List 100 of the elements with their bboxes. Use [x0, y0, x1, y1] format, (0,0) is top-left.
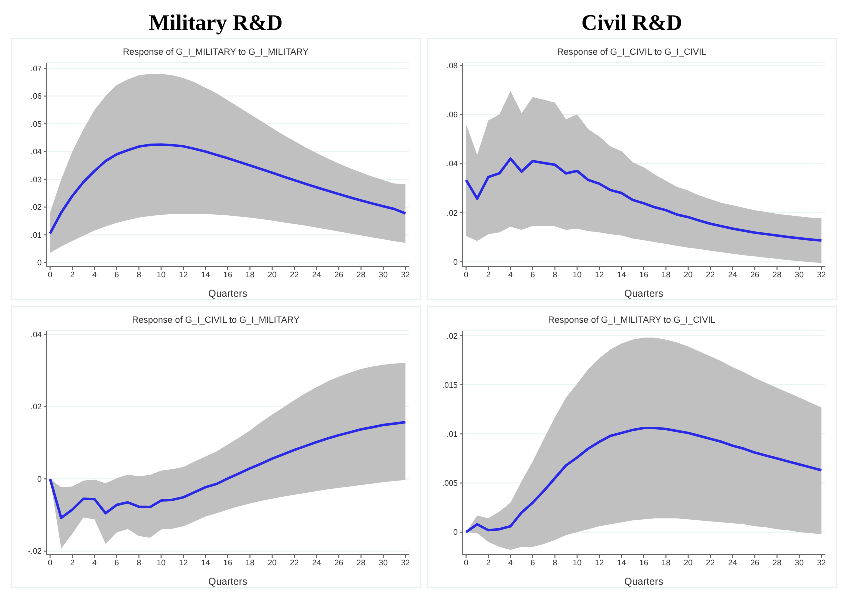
x-tick-label: 24	[728, 558, 738, 568]
x-tick-label: 18	[246, 558, 256, 568]
chart-subtitle: Response of G_I_CIVIL to G_I_CIVIL	[557, 47, 707, 57]
y-tick-label: .015	[442, 380, 459, 390]
y-tick-label: .07	[30, 64, 43, 74]
x-tick-label: 16	[640, 558, 649, 568]
x-tick-label: 28	[356, 558, 366, 568]
x-axis-title: Quarters	[624, 289, 664, 300]
x-tick-label: 30	[379, 558, 388, 568]
x-tick-label: 6	[114, 558, 120, 568]
x-tick-label: 16	[224, 558, 233, 568]
x-tick-label: 2	[486, 558, 492, 568]
x-tick-label: 12	[595, 558, 605, 568]
x-tick-label: 32	[817, 558, 827, 568]
x-tick-label: 26	[750, 558, 760, 568]
x-tick-label: 22	[706, 270, 716, 280]
chart-subtitle: Response of G_I_MILITARY to G_I_CIVIL	[548, 315, 716, 325]
y-tick-label: .01	[446, 430, 459, 439]
x-axis-title: Quarters	[624, 577, 664, 588]
x-tick-label: 22	[290, 558, 300, 568]
x-tick-label: 32	[401, 270, 411, 280]
x-tick-label: 20	[268, 558, 278, 568]
y-tick-label: -.02	[28, 547, 43, 556]
x-tick-label: 16	[640, 270, 649, 280]
chart-subtitle: Response of G_I_CIVIL to G_I_MILITARY	[132, 315, 300, 325]
x-tick-label: 6	[530, 270, 536, 280]
x-tick-label: 20	[684, 558, 694, 568]
y-tick-label: 0	[38, 474, 43, 484]
chart-title: Civil R&D	[582, 9, 682, 37]
x-tick-label: 4	[508, 558, 514, 568]
x-tick-label: 6	[114, 270, 120, 280]
x-tick-label: 18	[246, 270, 256, 280]
y-tick-label: .01	[30, 230, 43, 240]
x-tick-label: 4	[508, 270, 514, 280]
x-tick-label: 12	[179, 270, 189, 280]
line-series	[49, 144, 407, 235]
x-tick-label: 20	[684, 270, 694, 280]
y-tick-label: 0	[454, 528, 459, 538]
x-tick-label: 0	[464, 558, 470, 568]
x-tick-label: 32	[817, 270, 827, 280]
y-tick-label: .04	[30, 330, 43, 340]
y-tick-label: 0	[454, 258, 459, 267]
y-tick-label: .02	[30, 203, 43, 212]
x-tick-label: 2	[70, 558, 76, 568]
y-tick-label: .06	[446, 110, 459, 120]
x-tick-label: 8	[552, 270, 558, 280]
x-axis-title: Quarters	[208, 289, 248, 300]
y-tick-label: .05	[30, 120, 43, 129]
line-series	[465, 427, 823, 534]
x-tick-label: 4	[92, 270, 98, 280]
x-tick-label: 18	[662, 270, 672, 280]
x-tick-label: 0	[48, 270, 54, 280]
x-tick-label: 18	[662, 558, 672, 568]
chart-title: Military R&D	[149, 9, 283, 37]
x-tick-label: 32	[401, 558, 411, 568]
x-tick-label: 24	[312, 270, 322, 280]
y-tick-label: .02	[446, 332, 459, 341]
x-tick-label: 6	[530, 558, 536, 568]
x-tick-label: 10	[572, 558, 582, 568]
x-tick-label: 12	[179, 558, 189, 568]
y-tick-label: .08	[446, 61, 459, 70]
x-axis-title: Quarters	[208, 577, 248, 588]
x-tick-label: 10	[572, 270, 582, 280]
x-tick-label: 26	[334, 270, 344, 280]
x-tick-label: 14	[617, 558, 627, 568]
x-tick-label: 2	[70, 270, 76, 280]
x-tick-label: 8	[552, 558, 558, 568]
y-tick-label: .03	[30, 175, 43, 184]
x-tick-label: 20	[268, 270, 278, 280]
x-tick-label: 26	[750, 270, 760, 280]
line-series	[49, 421, 407, 520]
x-tick-label: 22	[290, 270, 300, 280]
chart-subtitle: Response of G_I_MILITARY to G_I_MILITARY	[123, 47, 309, 57]
x-tick-label: 30	[795, 558, 804, 568]
x-tick-label: 26	[334, 558, 344, 568]
x-tick-label: 8	[136, 558, 142, 568]
y-tick-label: .04	[446, 160, 459, 169]
x-tick-label: 2	[486, 270, 492, 280]
x-tick-label: 0	[464, 270, 470, 280]
x-tick-label: 16	[224, 270, 233, 280]
x-tick-label: 14	[617, 270, 627, 280]
x-tick-label: 10	[156, 270, 166, 280]
x-tick-label: 14	[201, 270, 211, 280]
x-tick-label: 8	[136, 270, 142, 280]
y-tick-label: .005	[442, 479, 459, 488]
x-tick-label: 28	[772, 558, 782, 568]
x-tick-label: 0	[48, 558, 54, 568]
x-tick-label: 24	[728, 270, 738, 280]
x-tick-label: 10	[156, 558, 166, 568]
y-tick-label: .06	[30, 92, 43, 102]
x-tick-label: 14	[201, 558, 211, 568]
x-tick-label: 28	[772, 270, 782, 280]
x-tick-label: 4	[92, 558, 98, 568]
y-tick-label: .02	[446, 208, 459, 218]
x-tick-label: 22	[706, 558, 716, 568]
y-tick-label: .02	[30, 402, 43, 412]
y-tick-label: 0	[38, 258, 43, 268]
line-series	[465, 158, 823, 242]
x-tick-label: 28	[356, 270, 366, 280]
y-tick-label: .04	[30, 148, 43, 157]
